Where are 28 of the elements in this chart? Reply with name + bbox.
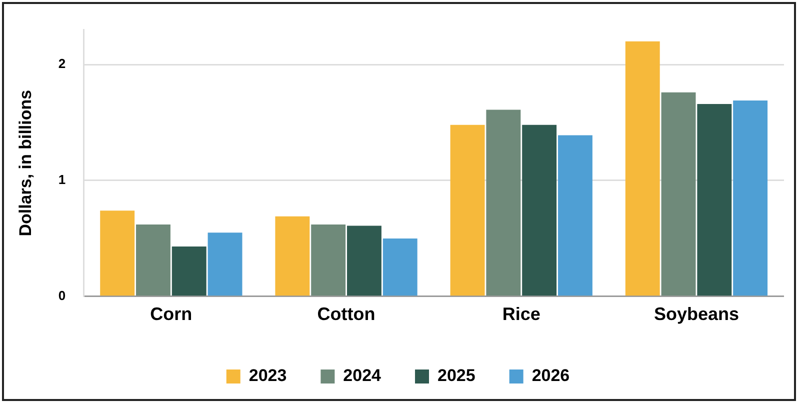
bar — [100, 210, 135, 296]
bar — [208, 232, 242, 296]
bar — [136, 224, 170, 296]
bar — [311, 224, 346, 296]
bar — [661, 92, 696, 296]
bar — [486, 110, 521, 296]
bar — [733, 100, 768, 296]
y-tick-label: 0 — [58, 288, 66, 303]
bar — [275, 216, 310, 296]
y-axis-title: Dollars, in billions — [16, 90, 35, 236]
y-tick-label: 2 — [58, 56, 66, 72]
legend-label: 2026 — [532, 366, 570, 386]
bar — [697, 104, 732, 296]
legend-label: 2024 — [343, 366, 382, 386]
x-tick-label: Cotton — [317, 304, 376, 324]
x-tick-label: Soybeans — [654, 304, 739, 324]
bar — [558, 135, 592, 296]
bar — [346, 226, 382, 296]
legend-label: 2025 — [438, 366, 476, 386]
bar — [382, 238, 418, 296]
bar — [450, 124, 485, 296]
bar — [522, 124, 557, 296]
legend-label: 2023 — [248, 366, 287, 386]
x-tick-label: Corn — [150, 304, 192, 324]
bar — [172, 246, 206, 296]
y-tick-label: 1 — [58, 172, 66, 188]
x-tick-label: Rice — [502, 304, 540, 324]
bar — [625, 41, 660, 296]
